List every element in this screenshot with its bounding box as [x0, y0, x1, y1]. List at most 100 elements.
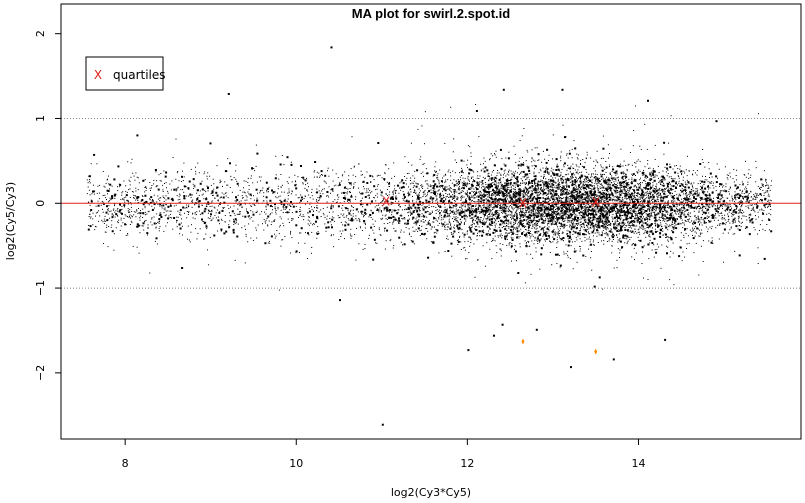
data-point: [652, 173, 655, 176]
data-point: [739, 225, 741, 226]
data-point: [629, 204, 631, 206]
data-point: [750, 200, 752, 202]
data-point: [205, 233, 207, 235]
data-point: [455, 218, 457, 220]
data-point: [488, 207, 490, 208]
data-point: [619, 257, 620, 258]
data-point: [526, 194, 528, 196]
data-point: [501, 186, 503, 188]
data-point: [491, 193, 492, 195]
data-point: [435, 212, 437, 214]
data-point: [557, 220, 559, 222]
data-point: [207, 217, 209, 219]
data-point: [619, 193, 622, 196]
data-point: [430, 189, 432, 191]
data-point: [682, 209, 684, 211]
data-point: [246, 211, 249, 214]
data-point: [521, 200, 523, 202]
data-point: [301, 177, 303, 179]
data-point: [153, 194, 155, 196]
data-point: [549, 252, 551, 253]
data-point: [533, 164, 535, 166]
data-point: [633, 247, 635, 249]
data-point: [636, 217, 638, 219]
data-point: [531, 234, 533, 236]
data-point: [670, 185, 672, 187]
data-point: [219, 223, 220, 225]
data-point: [717, 203, 719, 205]
data-point: [665, 188, 666, 190]
data-point: [616, 185, 618, 186]
data-point: [495, 210, 498, 213]
data-point: [673, 220, 675, 221]
data-point: [544, 221, 546, 223]
data-point: [701, 203, 704, 206]
data-point: [216, 165, 218, 167]
data-point: [755, 218, 757, 220]
data-point: [547, 196, 549, 198]
data-point: [633, 186, 635, 188]
data-point: [523, 176, 525, 178]
data-point: [591, 182, 593, 184]
data-point: [436, 232, 438, 234]
data-point: [587, 212, 590, 215]
data-point: [567, 157, 569, 159]
data-point: [448, 201, 450, 203]
data-point: [701, 210, 703, 212]
data-point: [471, 224, 473, 226]
data-point: [363, 220, 366, 222]
data-point: [504, 169, 506, 171]
data-point: [527, 226, 530, 229]
data-point: [516, 176, 519, 179]
data-point: [321, 190, 323, 192]
data-point: [119, 183, 122, 186]
data-point: [460, 214, 462, 216]
data-point: [596, 150, 598, 152]
data-point: [508, 180, 510, 181]
data-point: [107, 213, 109, 215]
data-point: [583, 219, 585, 221]
data-point: [250, 237, 252, 239]
data-point: [653, 256, 655, 258]
data-point: [531, 185, 534, 187]
data-point: [505, 188, 507, 190]
data-point: [594, 191, 596, 194]
data-point: [538, 208, 540, 210]
data-point: [629, 199, 630, 201]
data-point: [745, 190, 748, 193]
data-point: [494, 231, 496, 233]
data-point: [768, 229, 770, 231]
data-point: [521, 135, 523, 137]
data-point: [754, 203, 756, 205]
data-point: [158, 218, 161, 221]
data-point: [246, 210, 247, 212]
data-point: [171, 180, 173, 182]
data-point: [586, 177, 588, 179]
data-point: [734, 204, 736, 205]
data-point: [274, 207, 276, 209]
data-point: [697, 205, 699, 207]
data-point: [420, 173, 422, 174]
data-point: [509, 229, 511, 231]
data-point: [120, 219, 122, 221]
data-point: [201, 180, 203, 182]
data-point: [105, 182, 107, 184]
data-point: [408, 228, 410, 230]
data-point: [676, 194, 678, 196]
data-point: [287, 182, 289, 184]
data-point: [87, 186, 89, 188]
data-point: [576, 215, 578, 217]
data-point: [229, 162, 231, 165]
data-point: [517, 206, 519, 208]
data-point: [627, 224, 629, 226]
data-point: [536, 208, 538, 210]
data-point: [419, 225, 420, 226]
data-point: [648, 216, 650, 218]
data-point: [610, 223, 612, 225]
data-point: [430, 228, 432, 230]
data-point: [314, 170, 316, 172]
data-point: [734, 201, 735, 203]
data-point: [447, 223, 449, 225]
data-point: [373, 185, 376, 188]
data-point: [275, 211, 277, 213]
